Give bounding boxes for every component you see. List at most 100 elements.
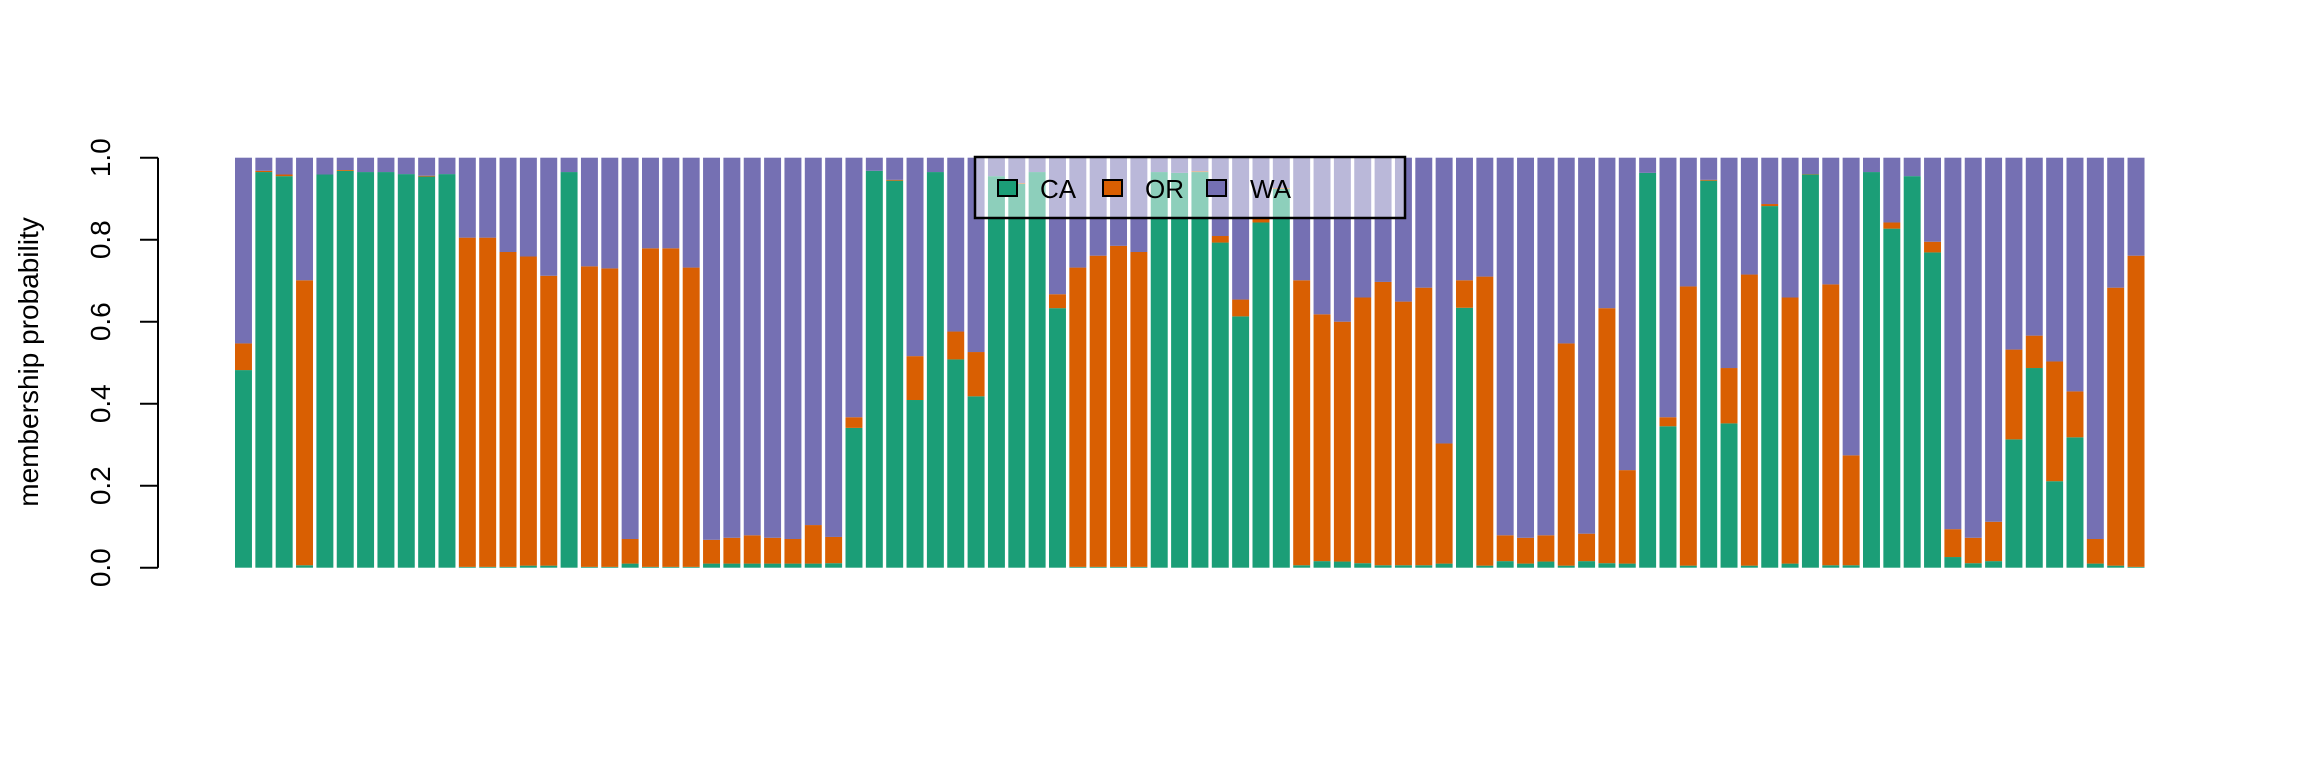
bar-61	[1456, 157, 1473, 568]
bar-segment-ca	[1456, 307, 1473, 568]
y-axis: 0.0 0.2 0.4 0.6 0.8 1.0	[85, 138, 159, 587]
bar-segment-wa	[2107, 157, 2125, 288]
legend-swatch-or	[1102, 179, 1123, 197]
legend-label-ca: CA	[1040, 174, 1077, 204]
bar-segment-wa	[1883, 157, 1901, 223]
bar-segment-wa	[2046, 157, 2064, 362]
bar-segment-or	[1700, 179, 1718, 181]
bar-segment-ca	[825, 563, 843, 568]
bar-31	[845, 157, 863, 568]
bar-segment-or	[1110, 245, 1128, 567]
bar-segment-or	[804, 525, 822, 564]
bar-segment-wa	[1761, 157, 1779, 205]
bar-segment-wa	[621, 157, 639, 539]
bar-segment-ca	[438, 174, 456, 568]
bar-segment-or	[1944, 529, 1962, 558]
bar-segment-ca	[2127, 566, 2145, 568]
bar-segment-wa	[784, 157, 802, 539]
bar-segment-wa	[1740, 157, 1758, 275]
bar-segment-or	[418, 175, 436, 177]
bar-segment-wa	[1720, 157, 1738, 369]
bar-segment-wa	[662, 157, 680, 249]
bar-84	[1924, 157, 1942, 568]
bar-segment-or	[1618, 470, 1636, 564]
bar-segment-ca	[1069, 566, 1087, 568]
bar-segment-ca	[1740, 565, 1758, 568]
bar-segment-wa	[275, 157, 293, 175]
bar-9	[397, 157, 415, 568]
bar-segment-ca	[642, 566, 659, 568]
bar-segment-ca	[1008, 183, 1026, 568]
bar-segment-ca	[1272, 188, 1290, 568]
bar-segment-ca	[1639, 172, 1657, 568]
bar-25	[723, 157, 741, 568]
bar-segment-or	[886, 179, 904, 181]
bar-60	[1435, 157, 1453, 568]
bar-segment-or	[723, 537, 741, 564]
bar-segment-ca	[1028, 172, 1046, 568]
bar-segment-wa	[926, 157, 944, 173]
bar-segment-or	[2086, 539, 2104, 564]
bar-segment-ca	[682, 566, 700, 568]
bar-27	[764, 157, 782, 568]
bar-segment-or	[743, 535, 761, 564]
bar-segment-wa	[1598, 157, 1616, 309]
bar-segment-ca	[275, 176, 293, 568]
bar-segment-wa	[2066, 157, 2084, 392]
bar-segment-wa	[336, 157, 354, 170]
bar-segment-ca	[804, 563, 822, 568]
bar-82	[1883, 157, 1901, 568]
bar-segment-ca	[784, 563, 802, 568]
bar-77	[1781, 157, 1799, 568]
bar-segment-or	[1598, 308, 1616, 564]
bar-segment-ca	[865, 170, 883, 568]
bar-segment-ca	[316, 174, 334, 568]
bar-21	[642, 157, 659, 568]
bar-segment-ca	[580, 566, 598, 568]
bar-75	[1740, 157, 1758, 568]
bar-segment-ca	[926, 172, 944, 568]
bar-66	[1557, 157, 1575, 568]
bar-segment-or	[1252, 218, 1270, 223]
bar-segment-ca	[1191, 172, 1209, 568]
bar-28	[784, 157, 802, 568]
bar-segment-wa	[1496, 157, 1514, 536]
bar-segment-wa	[255, 157, 273, 171]
bar-4	[296, 157, 314, 568]
bar-segment-wa	[865, 157, 883, 171]
bar-segment-ca	[519, 565, 537, 568]
bar-segment-wa	[2127, 157, 2145, 256]
bar-segment-or	[1822, 284, 1840, 566]
bar-segment-or	[1232, 299, 1250, 317]
bar-segment-or	[2046, 361, 2064, 482]
bar-segment-wa	[1557, 157, 1575, 344]
bar-segment-wa	[580, 157, 598, 267]
bar-segment-ca	[2005, 439, 2023, 568]
bar-segment-ca	[458, 566, 476, 568]
bar-segment-ca	[418, 176, 436, 568]
bar-segment-wa	[1435, 157, 1453, 444]
bar-73	[1700, 157, 1718, 568]
bar-segment-ca	[1496, 561, 1514, 568]
bar-18	[580, 157, 598, 568]
bar-segment-ca	[1313, 561, 1331, 568]
bar-segment-ca	[255, 172, 273, 568]
bar-segment-ca	[1944, 557, 1962, 568]
bar-segment-or	[1456, 280, 1473, 308]
bar-10	[418, 157, 436, 568]
bar-segment-or	[458, 237, 476, 567]
bar-69	[1618, 157, 1636, 568]
bar-segment-or	[642, 248, 659, 567]
bar-segment-ca	[1415, 565, 1433, 568]
bar-segment-ca	[1761, 206, 1779, 568]
bar-13	[479, 157, 497, 568]
bar-segment-ca	[1252, 222, 1270, 568]
bar-segment-ca	[1394, 565, 1412, 568]
bar-segment-ca	[1110, 566, 1128, 568]
bar-6	[336, 157, 354, 568]
bar-segment-ca	[357, 172, 375, 568]
bar-87	[1985, 157, 2003, 568]
bar-segment-or	[479, 237, 497, 567]
bar-segment-wa	[519, 157, 537, 257]
bar-segment-ca	[2046, 481, 2064, 568]
